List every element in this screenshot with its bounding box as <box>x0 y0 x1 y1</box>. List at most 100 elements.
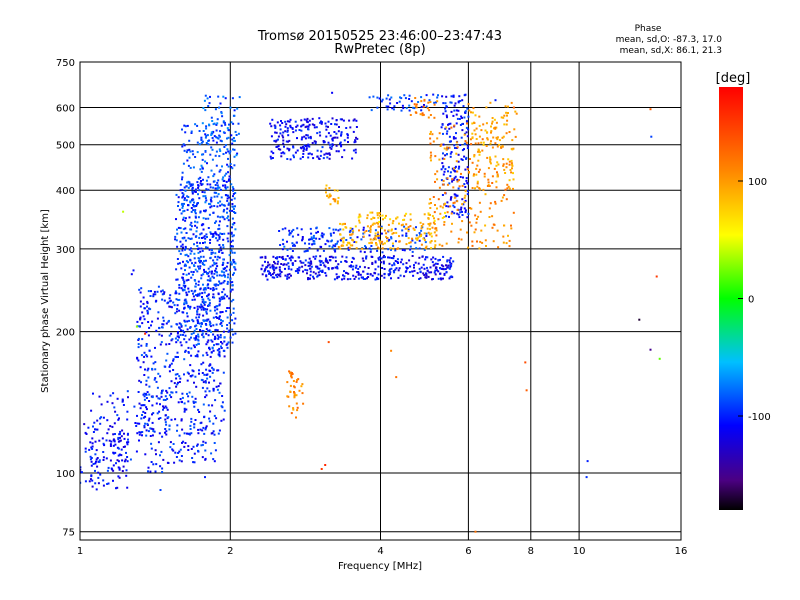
data-point <box>229 281 232 284</box>
data-point <box>206 246 209 249</box>
data-point <box>219 200 222 203</box>
data-point <box>388 273 391 276</box>
data-point <box>322 140 325 142</box>
data-point <box>411 237 414 240</box>
data-point <box>378 234 380 237</box>
data-point <box>190 225 193 228</box>
data-point <box>434 267 437 270</box>
data-point <box>143 398 146 401</box>
data-point <box>398 240 401 243</box>
data-point <box>418 267 421 270</box>
data-point <box>456 212 459 215</box>
data-point <box>99 417 102 420</box>
data-point <box>437 259 440 262</box>
data-point <box>169 364 172 367</box>
data-point <box>197 251 200 254</box>
data-point <box>361 276 364 279</box>
data-point <box>176 339 179 342</box>
data-point <box>213 306 216 309</box>
data-point <box>498 143 501 146</box>
data-point <box>185 408 188 411</box>
data-point <box>134 422 137 424</box>
data-point <box>369 273 372 276</box>
data-point <box>434 204 436 206</box>
data-point <box>200 180 202 182</box>
data-point <box>474 133 477 136</box>
data-point <box>271 276 274 279</box>
data-point <box>233 155 236 158</box>
data-point <box>336 277 339 280</box>
data-point <box>136 320 139 323</box>
data-point <box>222 288 225 291</box>
data-point <box>453 109 456 112</box>
data-point <box>200 308 203 311</box>
data-point <box>231 97 234 100</box>
data-point <box>217 432 220 435</box>
data-point <box>100 403 103 406</box>
data-point <box>218 236 221 239</box>
data-point <box>116 397 119 400</box>
data-point <box>221 311 224 313</box>
data-point <box>473 231 476 234</box>
data-point <box>98 395 101 398</box>
data-point <box>191 298 194 301</box>
data-point <box>328 255 331 258</box>
data-point <box>306 249 309 252</box>
data-point <box>140 344 143 347</box>
data-point <box>212 388 215 390</box>
data-point <box>284 267 286 270</box>
data-point <box>388 262 391 265</box>
data-point <box>309 137 312 140</box>
data-point <box>305 148 308 151</box>
data-point <box>213 379 216 382</box>
data-point <box>217 385 220 388</box>
data-point <box>201 153 203 156</box>
data-point <box>322 233 325 236</box>
data-point <box>188 181 191 184</box>
data-point <box>207 283 210 286</box>
data-point <box>196 444 198 447</box>
data-point <box>200 325 202 328</box>
data-point <box>409 265 412 268</box>
data-point <box>201 305 204 308</box>
data-point <box>174 418 177 421</box>
data-point <box>109 394 112 397</box>
data-point <box>370 218 373 221</box>
data-point <box>403 225 406 228</box>
data-point <box>338 275 340 278</box>
data-point <box>373 237 376 240</box>
data-point <box>222 330 225 333</box>
data-point <box>334 243 337 246</box>
data-point <box>185 341 188 344</box>
data-point <box>413 264 415 267</box>
data-point <box>201 329 204 332</box>
data-point <box>408 104 411 107</box>
data-point <box>121 459 124 462</box>
data-point <box>209 203 212 206</box>
data-point <box>96 428 99 431</box>
data-point <box>444 127 447 130</box>
data-point <box>304 145 307 147</box>
data-point <box>287 262 290 265</box>
data-point <box>658 357 661 360</box>
data-point <box>316 149 319 152</box>
data-point <box>181 205 184 207</box>
data-point <box>174 312 177 315</box>
data-point <box>171 338 174 341</box>
data-point <box>204 308 207 310</box>
data-point <box>192 233 195 236</box>
data-point <box>94 482 97 485</box>
data-point <box>431 261 434 264</box>
data-point <box>371 223 374 226</box>
data-point <box>391 264 394 267</box>
data-point <box>207 297 210 300</box>
data-point <box>89 441 92 444</box>
data-point <box>456 209 459 211</box>
data-point <box>162 408 164 411</box>
data-point <box>378 247 381 250</box>
data-point <box>347 141 349 143</box>
data-point <box>189 326 192 329</box>
data-point <box>199 182 202 185</box>
data-point <box>331 267 334 270</box>
data-point <box>349 236 352 239</box>
